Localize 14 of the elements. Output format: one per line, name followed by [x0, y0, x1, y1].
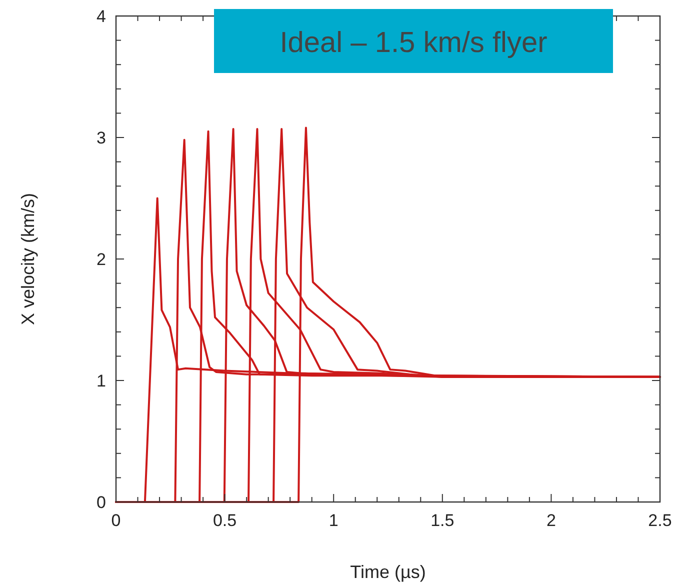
chart-title: Ideal – 1.5 km/s flyer — [280, 27, 548, 59]
x-tick-label: 1.5 — [430, 511, 454, 530]
y-tick-label: 1 — [96, 372, 106, 390]
y-tick-label: 3 — [96, 128, 106, 148]
x-tick-label: 1 — [328, 511, 338, 530]
y-tick-label: 2 — [96, 250, 106, 269]
x-tick-label: 0.5 — [212, 511, 237, 530]
x-axis-title: Time (µs) — [350, 562, 426, 582]
y-axis-title: X velocity (km/s) — [18, 192, 38, 326]
x-tick-label: 2 — [546, 511, 556, 530]
y-tick-label: 4 — [96, 7, 106, 26]
y-tick-label: 0 — [96, 493, 106, 512]
x-tick-label: 2.5 — [648, 511, 672, 530]
x-tick-label: 0 — [111, 511, 121, 530]
